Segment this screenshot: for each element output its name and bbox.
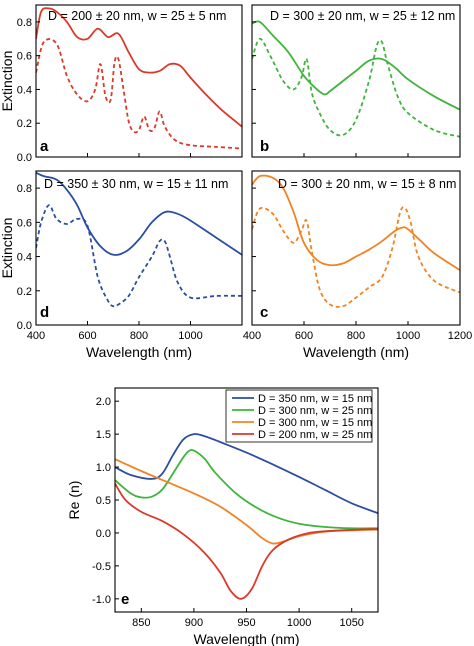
series-line-solid [36, 7, 242, 128]
legend-entry: D = 350 nm, w = 15 nm [258, 393, 372, 405]
x-tick-label: 400 [27, 330, 45, 342]
x-tick-label: 600 [78, 330, 96, 342]
y-tick-label: 1.5 [96, 429, 111, 441]
x-tick-label: 900 [185, 617, 203, 629]
panel-letter: a [40, 138, 49, 155]
panel-d: 0.0 0.2 0.4 0.6 0.8 400 600 800 1000 D = 350 ± 30… [0, 170, 243, 360]
series-line-dashed [252, 206, 460, 308]
panel-title: D = 200 ± 20 nm, w = 25 ± 5 nm [48, 9, 226, 23]
x-axis-label: Wavelength (nm) [86, 344, 192, 360]
x-tick-label: 1050 [339, 617, 363, 629]
plot-area [36, 171, 242, 308]
x-tick-label: 800 [347, 330, 365, 342]
panel-a: 0.0 0.2 0.4 0.6 0.8 D = 200 ± 20 nm, w = 25 ±… [0, 4, 243, 164]
axes-frame [35, 4, 243, 158]
series-line-solid [252, 174, 460, 271]
plot-area [115, 433, 378, 600]
panel-c: 400 600 800 1000 1200 D = 300 ± 20 nm, w = 15… [243, 170, 472, 360]
x-tick-label: 600 [295, 330, 313, 342]
x-axis-label: Wavelength (nm) [303, 344, 409, 360]
y-tick-label: -1.0 [92, 594, 111, 606]
y-tick-label: 0.6 [17, 217, 32, 229]
panel-b: D = 300 ± 20 nm, w = 25 ± 12 nm b [251, 4, 461, 158]
y-axis-label: Re (n) [66, 481, 82, 520]
y-tick-label: 2.0 [96, 396, 111, 408]
y-tick-label: 0.0 [17, 152, 32, 164]
legend-entry: D = 200 nm, w = 25 nm [258, 429, 372, 441]
y-tick-label: 1.0 [96, 462, 111, 474]
y-tick-label: 0.5 [96, 495, 111, 507]
x-tick-label: 1000 [287, 617, 311, 629]
y-tick-label: 0.2 [17, 286, 32, 298]
series-line-dashed [36, 38, 242, 150]
y-tick-label: 0.6 [17, 51, 32, 63]
panel-letter: e [121, 591, 129, 608]
x-axis-label: Wavelength (nm) [193, 631, 299, 646]
series-line-dashed [252, 37, 460, 138]
x-tick-label: 1200 [448, 330, 472, 342]
x-tick-label: 950 [237, 617, 255, 629]
series-line-3 [115, 483, 378, 600]
axes-frame [35, 170, 243, 326]
series-line-solid [36, 171, 242, 256]
x-tick-label: 800 [130, 330, 148, 342]
x-tick-label: 1000 [396, 330, 420, 342]
panel-letter: c [260, 304, 268, 321]
legend-entry: D = 300 nm, w = 15 nm [258, 417, 372, 429]
y-tick-label: -0.5 [92, 561, 111, 573]
plot-area [36, 7, 242, 150]
x-tick-label: 400 [243, 330, 261, 342]
series-line-0 [115, 433, 378, 515]
y-axis-label: Extinction [0, 51, 15, 112]
legend: D = 350 nm, w = 15 nmD = 300 nm, w = 25 … [225, 389, 373, 443]
series-line-1 [115, 449, 378, 530]
y-tick-label: 0.8 [17, 17, 32, 29]
y-tick-label: 0.2 [17, 118, 32, 130]
plot-area [252, 20, 460, 138]
x-tick-label: 1000 [178, 330, 202, 342]
panel-letter: d [40, 304, 49, 321]
y-tick-label: 0.0 [96, 528, 111, 540]
panel-title: D = 300 ± 20 nm, w = 25 ± 12 nm [270, 9, 455, 23]
legend-entry: D = 300 nm, w = 25 nm [258, 405, 372, 417]
panel-letter: b [260, 138, 269, 155]
y-tick-label: 0.4 [17, 252, 32, 264]
y-tick-label: 0.8 [17, 183, 32, 195]
x-tick-label: 850 [132, 617, 150, 629]
series-line-dashed [36, 204, 242, 308]
y-tick-label: 0.0 [17, 320, 32, 332]
series-line-solid [252, 20, 460, 111]
panel-title: D = 350 ± 30 nm, w = 15 ± 11 nm [44, 177, 228, 191]
panel-title: D = 300 ± 20 nm, w = 15 ± 8 nm [278, 177, 456, 191]
y-tick-label: 0.4 [17, 84, 32, 96]
panel-e: -1.0 -0.5 0.0 0.5 1.0 1.5 2.0 850 900 950 1000 1050… [66, 387, 379, 646]
y-axis-label: Extinction [0, 218, 15, 279]
plot-area [252, 174, 460, 308]
